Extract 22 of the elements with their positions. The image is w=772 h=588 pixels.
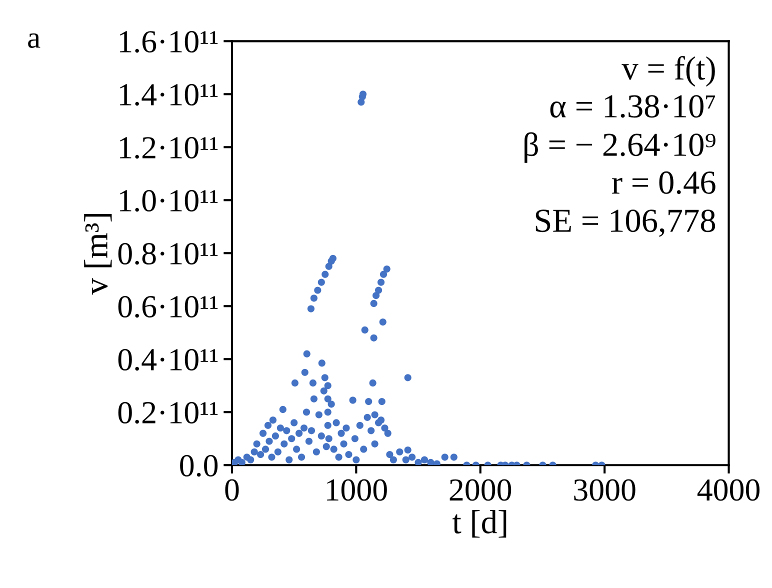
y-tick-label: 0.4·10¹¹ xyxy=(118,348,218,371)
annotation: v = f(t) xyxy=(622,56,715,87)
x-tick-label: 3000 xyxy=(574,479,636,501)
y-tick-label: 0.6·10¹¹ xyxy=(118,296,218,318)
annotation: β = − 2.64·10⁹ xyxy=(524,132,716,163)
annotation: α = 1.38·10⁷ xyxy=(550,95,716,118)
x-tick-label: 4000 xyxy=(697,479,760,501)
x-tick-label: 1000 xyxy=(327,479,387,501)
y-tick-label: 1.6·10¹¹ xyxy=(120,31,218,53)
y-tick-label: 0.2·10¹¹ xyxy=(118,402,218,424)
y-tick-label: 1.4·10¹¹ xyxy=(120,84,218,106)
x-tick-label: 0 xyxy=(225,479,239,501)
annotation: r = 0.46 xyxy=(612,171,716,194)
x-tick-label: 2000 xyxy=(450,479,512,501)
x-axis-title: t [d] xyxy=(452,510,506,538)
y-axis-title: v [m³] xyxy=(84,214,112,295)
y-tick-label: 1.2·10¹¹ xyxy=(120,136,218,159)
y-tick-label: 0.0 xyxy=(180,454,218,477)
annotation: SE = 106,778 xyxy=(536,210,716,237)
y-tick-label: 1.0·10¹¹ xyxy=(120,190,218,212)
text: a xyxy=(28,33,40,48)
y-tick-label: 0.8·10¹¹ xyxy=(118,242,218,265)
